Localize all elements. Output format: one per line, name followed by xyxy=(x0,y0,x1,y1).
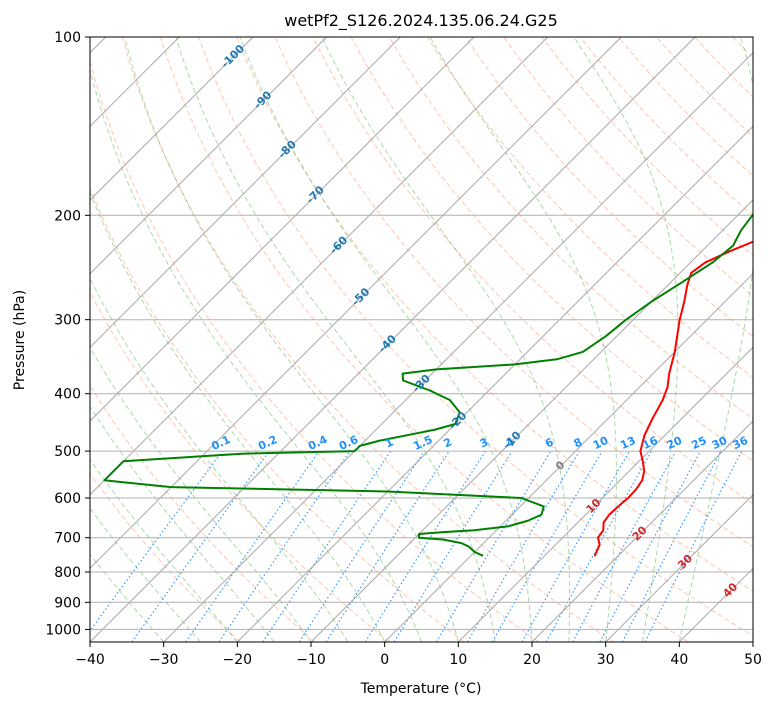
isotherm-line xyxy=(90,37,475,422)
x-tick-label: 30 xyxy=(597,652,615,668)
moist-adiabat xyxy=(175,37,496,642)
mixing-ratio-line xyxy=(644,450,743,642)
moist-adiabat xyxy=(321,37,571,642)
mixing-ratio-line xyxy=(218,450,351,642)
isotherm-line xyxy=(605,493,753,642)
dry-adiabat xyxy=(274,37,753,548)
moist-adiabat xyxy=(90,277,349,642)
dry-adiabat xyxy=(90,59,540,642)
moist-adiabat xyxy=(429,37,617,642)
dry-adiabat xyxy=(236,37,753,592)
isotherm-line xyxy=(163,51,753,642)
dry-adiabat xyxy=(90,472,241,642)
y-tick-label: 700 xyxy=(54,531,81,547)
x-axis-label: Temperature (°C) xyxy=(360,681,482,697)
mixing-ratio-line xyxy=(131,450,270,642)
dry-adiabat xyxy=(90,291,390,642)
isotherm-line xyxy=(90,37,549,496)
plot-frame xyxy=(89,36,754,643)
dry-adiabat xyxy=(159,37,689,642)
x-tick-label: 20 xyxy=(523,652,541,668)
y-tick-label: 1000 xyxy=(45,622,81,638)
y-tick-label: 800 xyxy=(54,565,81,581)
mixing-ratio-label: 13 xyxy=(618,434,637,452)
y-tick-label: 600 xyxy=(54,491,81,507)
isotherm-line xyxy=(90,37,254,201)
y-tick-label: 300 xyxy=(54,313,81,329)
mixing-ratio-label: 10 xyxy=(591,434,611,452)
mixing-ratio-line xyxy=(393,450,513,642)
x-tick-label: 50 xyxy=(744,652,762,668)
x-tick-label: 0 xyxy=(380,652,389,668)
moist-adiabat xyxy=(90,405,275,642)
x-tick-label: 40 xyxy=(670,652,688,668)
moist-adiabat xyxy=(90,458,238,642)
mixing-ratio-line xyxy=(185,450,320,642)
mixing-ratio-line xyxy=(262,450,392,642)
isotherm-line xyxy=(90,37,328,275)
isotherm-line xyxy=(90,37,401,349)
temperature-line xyxy=(594,240,753,557)
mixing-ratio-label: 20 xyxy=(665,434,685,452)
y-tick-label: 400 xyxy=(54,387,81,403)
moist-adiabat xyxy=(678,37,753,642)
y-axis: 100 200 300 400 500 600 700 800 900 1000 xyxy=(45,30,90,638)
moist-adiabat xyxy=(90,190,386,642)
x-tick-label: −20 xyxy=(223,652,253,668)
moist-adiabat xyxy=(90,67,422,642)
dry-adiabat xyxy=(90,186,465,642)
isotherm-line xyxy=(531,420,753,642)
isotherm-line xyxy=(457,346,753,642)
mixing-ratio-line xyxy=(90,450,223,632)
x-tick-label: −30 xyxy=(149,652,179,668)
dry-adiabat xyxy=(350,37,753,462)
dewpoint-line xyxy=(103,212,753,557)
chart-title: wetPf2_S126.2024.135.06.24.G25 xyxy=(284,11,558,31)
moist-adiabat xyxy=(573,37,679,642)
profile-series xyxy=(103,212,753,557)
x-tick-label: −10 xyxy=(296,652,326,668)
x-tick-label: −40 xyxy=(75,652,105,668)
dry-adiabat xyxy=(198,37,753,637)
isotherm-line xyxy=(90,37,696,642)
moist-adiabat xyxy=(239,37,533,642)
mixing-ratio-line xyxy=(298,450,425,642)
mixing-ratio-label: 25 xyxy=(689,434,708,452)
mixing-ratio-label: 30 xyxy=(710,434,730,452)
mixing-ratio-line xyxy=(325,450,450,642)
dry-adiabat xyxy=(503,37,753,297)
mixing-ratio-label: 16 xyxy=(640,434,660,452)
mixing-ratio-line xyxy=(572,450,677,642)
y-axis-label: Pressure (hPa) xyxy=(12,290,28,390)
background-lines xyxy=(90,37,753,642)
mixing-ratio-line xyxy=(521,450,631,642)
y-tick-label: 200 xyxy=(54,208,81,224)
isotherm-line xyxy=(90,37,622,570)
isotherm-line xyxy=(236,125,753,642)
x-axis: −40 −30 −20 −10 0 10 20 30 40 50 xyxy=(75,642,762,668)
y-tick-label: 100 xyxy=(54,30,81,46)
mixing-ratio-label: 36 xyxy=(731,434,751,452)
y-tick-label: 500 xyxy=(54,444,81,460)
mixing-ratio-line xyxy=(545,450,653,642)
dry-adiabat xyxy=(121,37,614,642)
y-tick-label: 900 xyxy=(54,595,81,611)
isotherm-line xyxy=(310,199,753,642)
moist-adiabat xyxy=(124,37,459,642)
x-tick-label: 10 xyxy=(449,652,467,668)
isotherm-line xyxy=(384,272,753,642)
dry-adiabat xyxy=(426,37,753,378)
